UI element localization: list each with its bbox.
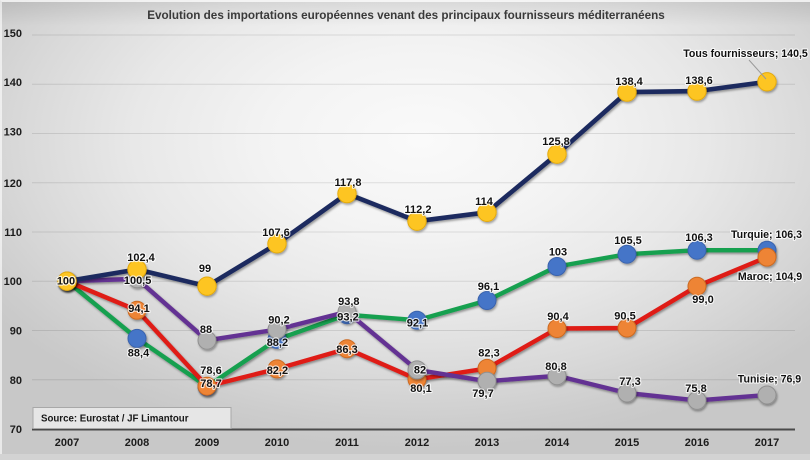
svg-text:88,4: 88,4	[128, 348, 150, 360]
svg-text:2017: 2017	[755, 437, 779, 449]
svg-text:90,5: 90,5	[614, 311, 635, 323]
svg-text:150: 150	[4, 28, 22, 40]
svg-text:100: 100	[4, 276, 22, 288]
svg-text:2010: 2010	[265, 437, 289, 449]
svg-text:112,2: 112,2	[405, 204, 432, 216]
svg-text:110: 110	[4, 227, 22, 239]
svg-text:82,3: 82,3	[478, 348, 499, 360]
svg-text:105,5: 105,5	[614, 235, 642, 247]
svg-text:130: 130	[4, 127, 22, 139]
svg-text:140: 140	[4, 77, 22, 89]
svg-text:106,3: 106,3	[685, 232, 713, 244]
svg-text:82,2: 82,2	[267, 365, 288, 377]
svg-text:93,2: 93,2	[337, 312, 358, 324]
svg-text:2013: 2013	[475, 437, 499, 449]
svg-text:80,8: 80,8	[545, 361, 566, 373]
svg-text:90,2: 90,2	[268, 315, 289, 327]
svg-text:88: 88	[200, 324, 212, 336]
svg-text:80,1: 80,1	[410, 383, 431, 395]
svg-text:86,3: 86,3	[336, 344, 357, 356]
svg-text:Turquie; 106,3: Turquie; 106,3	[731, 229, 802, 241]
svg-text:90: 90	[10, 326, 22, 338]
svg-text:Tunisie; 76,9: Tunisie; 76,9	[738, 374, 801, 386]
svg-text:2011: 2011	[335, 437, 359, 449]
svg-text:82: 82	[414, 365, 426, 377]
svg-text:120: 120	[4, 178, 22, 190]
svg-text:2014: 2014	[545, 437, 570, 449]
svg-text:100,5: 100,5	[124, 275, 152, 287]
svg-text:2016: 2016	[685, 437, 709, 449]
svg-text:117,8: 117,8	[335, 177, 362, 189]
svg-text:100: 100	[57, 276, 75, 288]
svg-text:78,6: 78,6	[200, 365, 221, 377]
svg-text:Evolution des importations eur: Evolution des importations européennes v…	[147, 9, 665, 22]
svg-text:2009: 2009	[195, 437, 219, 449]
svg-text:114: 114	[475, 196, 494, 208]
svg-text:138,6: 138,6	[685, 75, 713, 87]
svg-text:88,2: 88,2	[267, 337, 288, 349]
svg-text:2008: 2008	[125, 437, 149, 449]
svg-text:92,1: 92,1	[407, 318, 428, 330]
svg-text:75,8: 75,8	[685, 383, 706, 395]
svg-text:2015: 2015	[615, 437, 639, 449]
svg-text:99: 99	[199, 263, 211, 275]
svg-text:90,4: 90,4	[547, 311, 569, 323]
svg-text:78,7: 78,7	[200, 378, 221, 390]
svg-text:70: 70	[10, 424, 22, 436]
svg-text:77,3: 77,3	[619, 376, 640, 388]
svg-text:79,7: 79,7	[472, 388, 493, 400]
svg-text:80: 80	[10, 375, 22, 387]
svg-text:103: 103	[549, 247, 567, 259]
svg-text:96,1: 96,1	[478, 281, 499, 293]
svg-text:93,8: 93,8	[338, 296, 359, 308]
svg-text:99,0: 99,0	[692, 294, 713, 306]
svg-text:138,4: 138,4	[615, 76, 643, 88]
svg-text:Source: Eurostat / JF Limantou: Source: Eurostat / JF Limantour	[41, 414, 189, 425]
svg-text:107,6: 107,6	[262, 227, 290, 239]
svg-text:2012: 2012	[405, 437, 429, 449]
svg-text:125,8: 125,8	[542, 136, 570, 148]
svg-text:2007: 2007	[55, 437, 79, 449]
svg-text:Maroc; 104,9: Maroc; 104,9	[738, 271, 802, 283]
svg-text:94,1: 94,1	[128, 303, 149, 315]
svg-text:Tous fournisseurs; 140,5: Tous fournisseurs; 140,5	[683, 48, 808, 60]
svg-text:102,4: 102,4	[127, 252, 155, 264]
